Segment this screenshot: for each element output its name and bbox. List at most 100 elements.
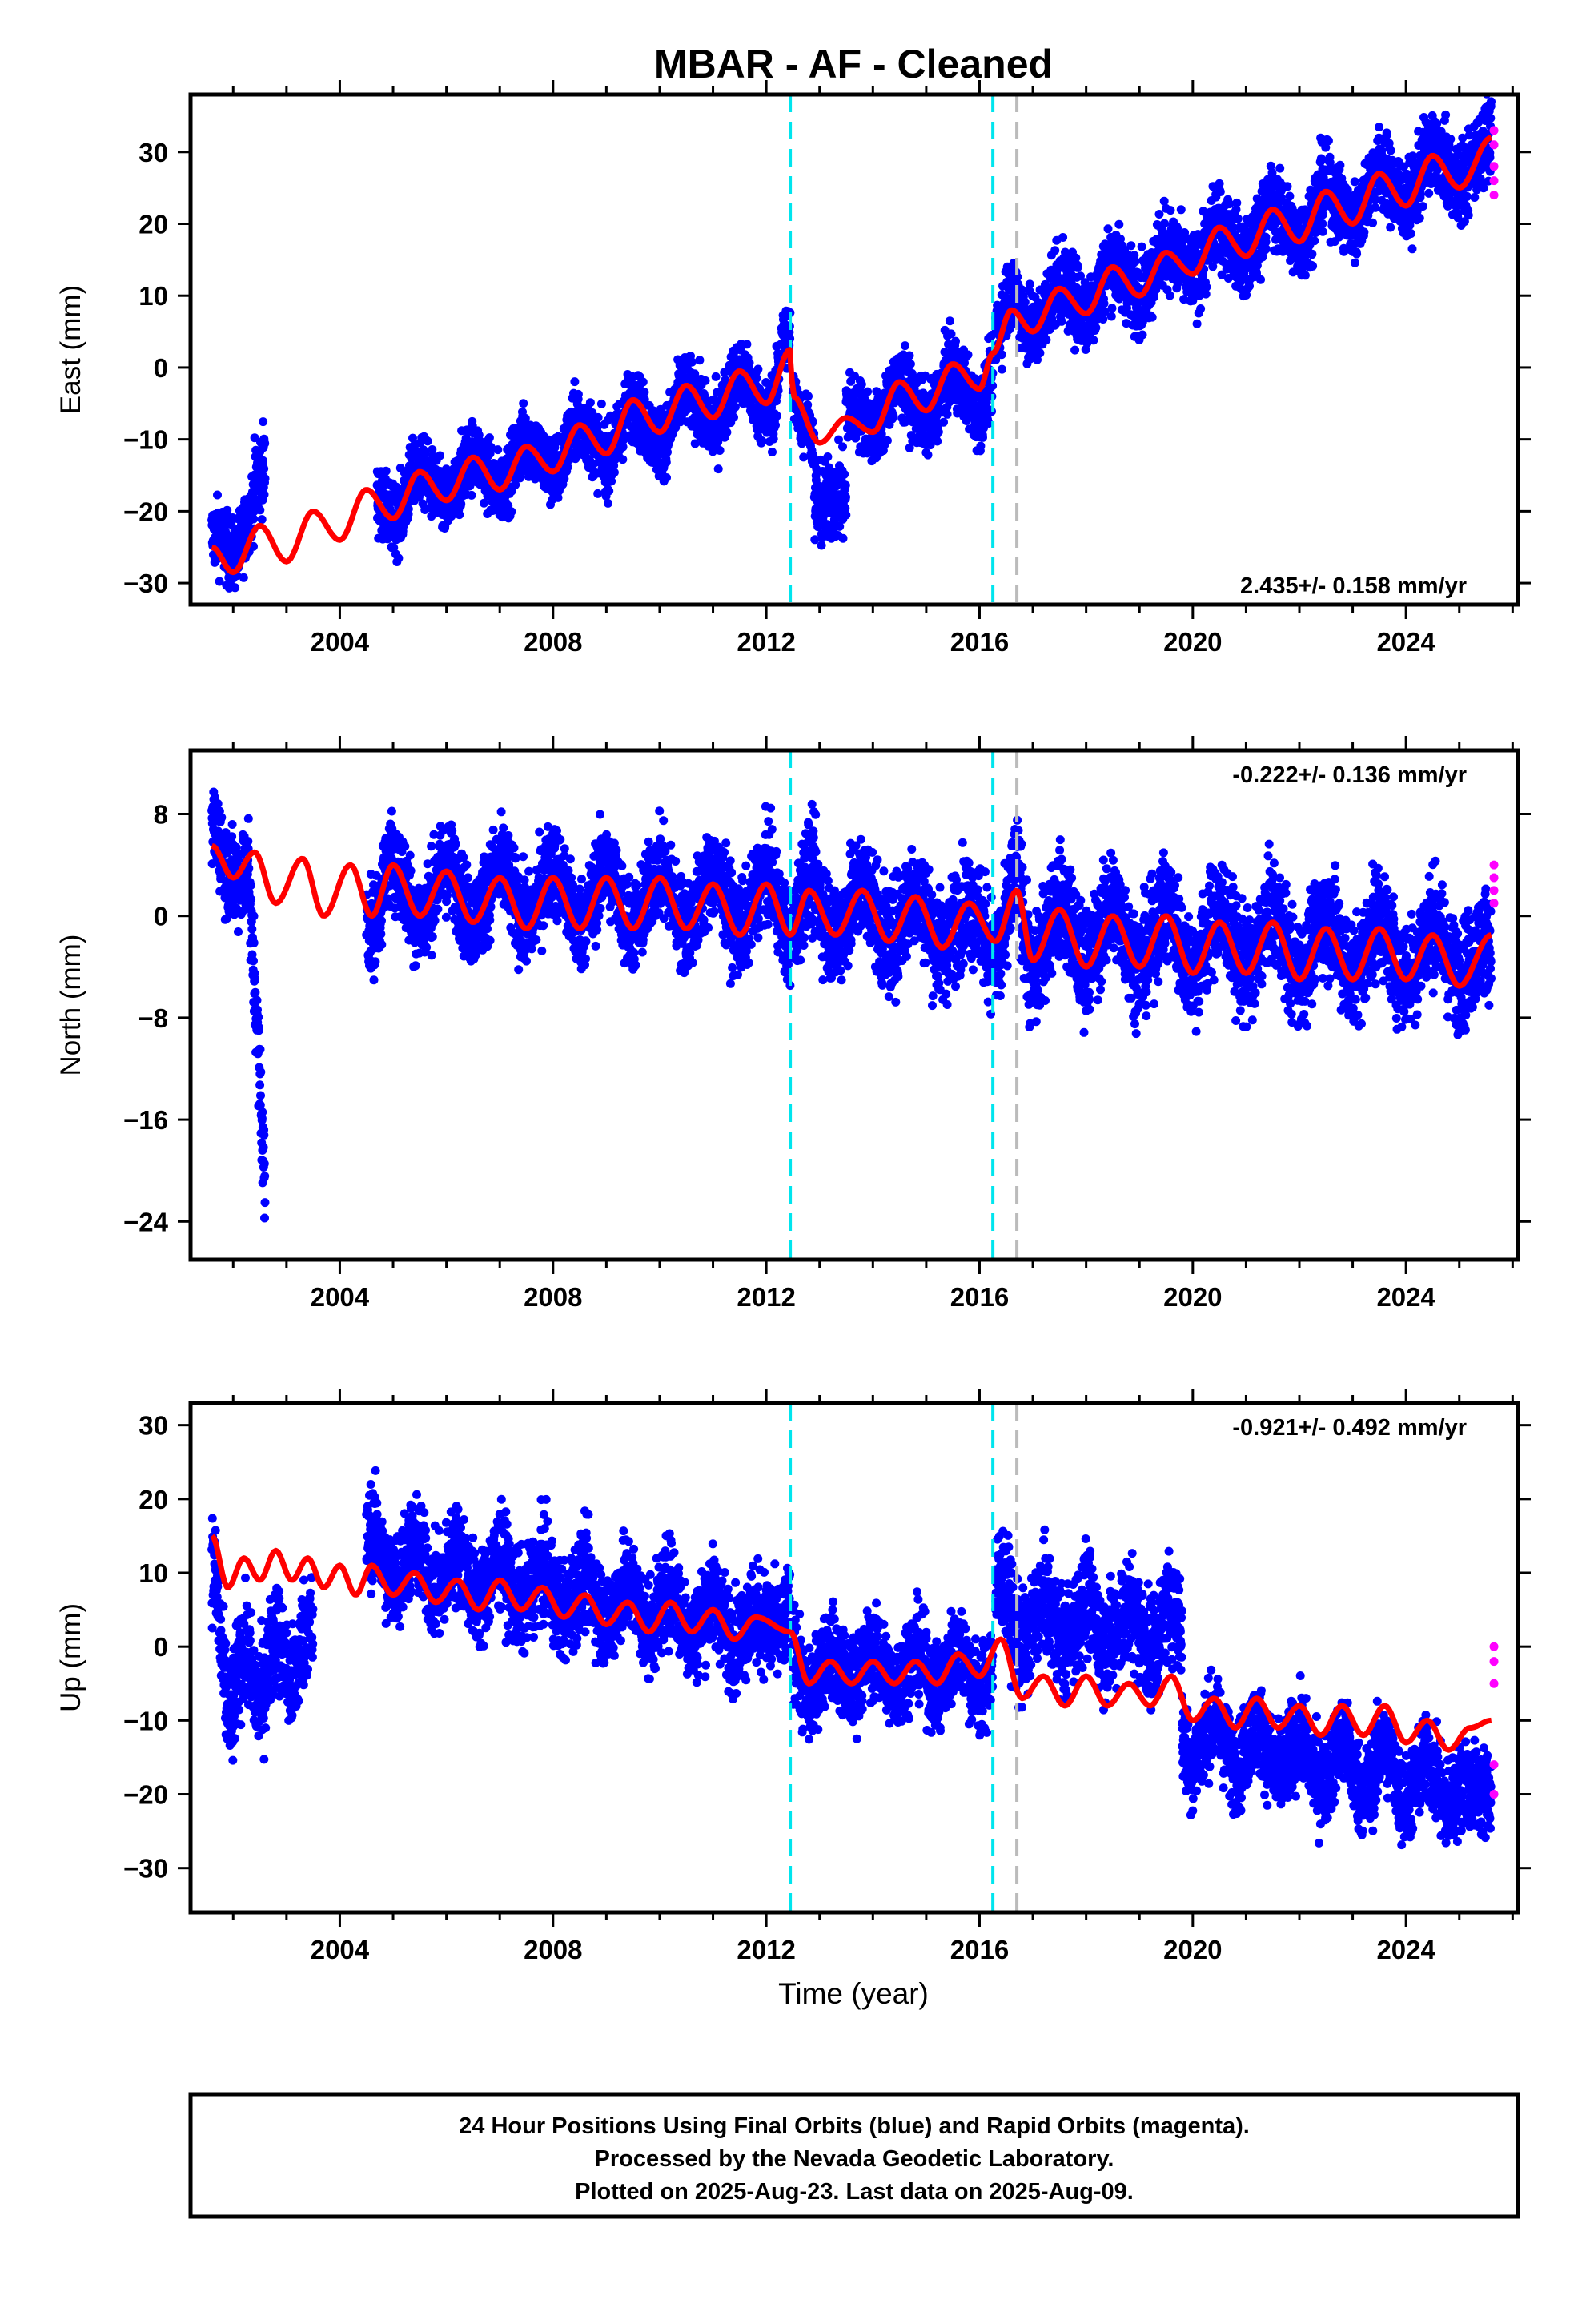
data-point (1098, 315, 1108, 324)
data-point (1035, 348, 1045, 358)
data-point (618, 442, 628, 452)
data-point (239, 573, 248, 582)
data-point (905, 360, 915, 368)
data-point (467, 490, 476, 500)
data-point (768, 448, 777, 456)
data-point (1166, 206, 1175, 215)
data-point (998, 364, 1006, 374)
data-point (455, 510, 464, 520)
data-point (423, 436, 432, 446)
data-point (1275, 163, 1285, 173)
data-point (1154, 210, 1164, 219)
data-point (934, 427, 943, 436)
data-point (260, 439, 270, 448)
data-point (618, 455, 628, 464)
data-point (662, 473, 671, 482)
data-point (553, 493, 563, 502)
data-point (945, 316, 954, 326)
data-point (604, 486, 614, 496)
data-point (519, 399, 528, 408)
data-point (745, 358, 754, 368)
data-point (1261, 244, 1271, 254)
data-point (838, 533, 848, 543)
data-point (259, 464, 269, 473)
data-point (901, 341, 909, 351)
data-point (249, 514, 259, 524)
data-point (661, 457, 671, 467)
data-point (258, 456, 267, 465)
data-point (511, 480, 520, 489)
data-point (863, 387, 873, 396)
data-point (757, 436, 767, 445)
data-point (923, 450, 933, 460)
data-point (1099, 299, 1109, 308)
data-point (1091, 323, 1101, 332)
data-point (1020, 297, 1030, 307)
data-point (687, 357, 697, 367)
data-point (480, 498, 488, 508)
data-point (722, 428, 732, 437)
data-point (1130, 257, 1140, 266)
data-point (905, 351, 914, 360)
data-point (1025, 279, 1034, 289)
data-point (1103, 224, 1113, 234)
data-point (1215, 187, 1225, 196)
data-point (772, 411, 781, 420)
data-point (1042, 335, 1051, 344)
data-point (730, 402, 740, 412)
data-point (592, 422, 602, 432)
data-point (840, 469, 849, 479)
data-point (933, 436, 942, 446)
data-point (978, 432, 987, 442)
data-point (436, 451, 444, 460)
data-point (1137, 242, 1146, 251)
final-orbit-points (207, 94, 1496, 593)
data-point (231, 583, 240, 593)
data-point (1107, 304, 1117, 313)
data-point (259, 417, 268, 427)
data-point (1232, 198, 1242, 207)
data-point (493, 445, 503, 455)
chart-title: MBAR - AF - Cleaned (654, 42, 1053, 86)
data-point (1070, 345, 1080, 355)
data-point (1126, 241, 1136, 251)
data-point (1149, 292, 1158, 302)
data-point (695, 356, 705, 365)
data-point (838, 442, 847, 452)
data-point (1058, 233, 1068, 242)
data-point (1089, 336, 1098, 345)
data-point (255, 505, 265, 515)
data-point (729, 412, 738, 422)
data-point (215, 577, 224, 586)
data-point (752, 373, 761, 383)
data-point (1202, 282, 1211, 292)
data-point (638, 377, 648, 387)
data-point (1073, 263, 1082, 272)
data-point (823, 452, 833, 461)
data-point (563, 462, 572, 472)
data-point (456, 499, 466, 509)
data-point (507, 507, 516, 517)
data-point (257, 515, 267, 525)
data-point (997, 350, 1006, 360)
data-point (486, 443, 496, 452)
data-point (946, 329, 956, 339)
data-point (715, 446, 725, 455)
data-point (1106, 312, 1116, 321)
data-point (1057, 316, 1066, 326)
data-point (742, 340, 752, 349)
data-point (1256, 275, 1265, 284)
data-point (713, 464, 723, 474)
data-point (560, 474, 569, 484)
data-point (1233, 214, 1243, 223)
data-point (381, 466, 391, 476)
data-point (711, 372, 721, 381)
data-point (213, 490, 222, 500)
panel-1: 2004 2008 2012 2016 2020 2024−30−20−100102030… (55, 80, 1531, 657)
data-point (404, 505, 413, 513)
data-point (951, 336, 960, 346)
data-point (769, 434, 778, 444)
data-point (604, 498, 612, 508)
data-point (1114, 219, 1124, 229)
